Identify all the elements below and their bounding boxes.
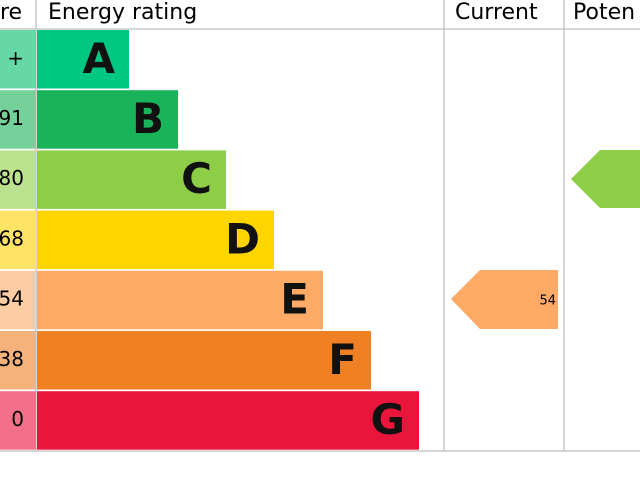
band-letter: D: [225, 214, 260, 263]
score-cell: [0, 90, 36, 149]
potential-header: Poten: [573, 0, 635, 25]
rating-bar: [37, 150, 226, 209]
score-range: 68: [0, 226, 24, 250]
band-letter: F: [328, 335, 357, 384]
score-cell: [0, 270, 36, 330]
band-letter: E: [280, 275, 309, 324]
rating-bar: [37, 210, 274, 270]
current-rating: 54: [539, 294, 556, 309]
band-letter: B: [132, 94, 164, 143]
score-range: 91: [0, 106, 24, 130]
rating-bar: [37, 90, 178, 149]
current-arrow: [451, 270, 558, 329]
potential-arrow: [571, 150, 640, 208]
score-range: 54: [0, 287, 24, 311]
score-cell: [0, 30, 36, 89]
rating-bar: [37, 391, 419, 450]
score-range: 0: [11, 407, 24, 431]
score-cell: [0, 331, 36, 390]
score-header: re: [0, 0, 22, 25]
score-cell: [0, 150, 36, 209]
rating-header: Energy rating: [48, 0, 197, 25]
band-letter: A: [82, 34, 115, 83]
rating-bar: [37, 270, 323, 330]
band-letter: G: [371, 395, 405, 444]
score-cell: [0, 210, 36, 270]
score-cell: [0, 391, 36, 450]
current-header: Current: [455, 0, 538, 25]
rating-bar: [37, 30, 129, 89]
band-letter: C: [181, 154, 212, 203]
score-range: 38: [0, 347, 24, 371]
score-range: +: [7, 46, 24, 70]
rating-bar: [37, 331, 371, 390]
score-range: 80: [0, 166, 24, 190]
